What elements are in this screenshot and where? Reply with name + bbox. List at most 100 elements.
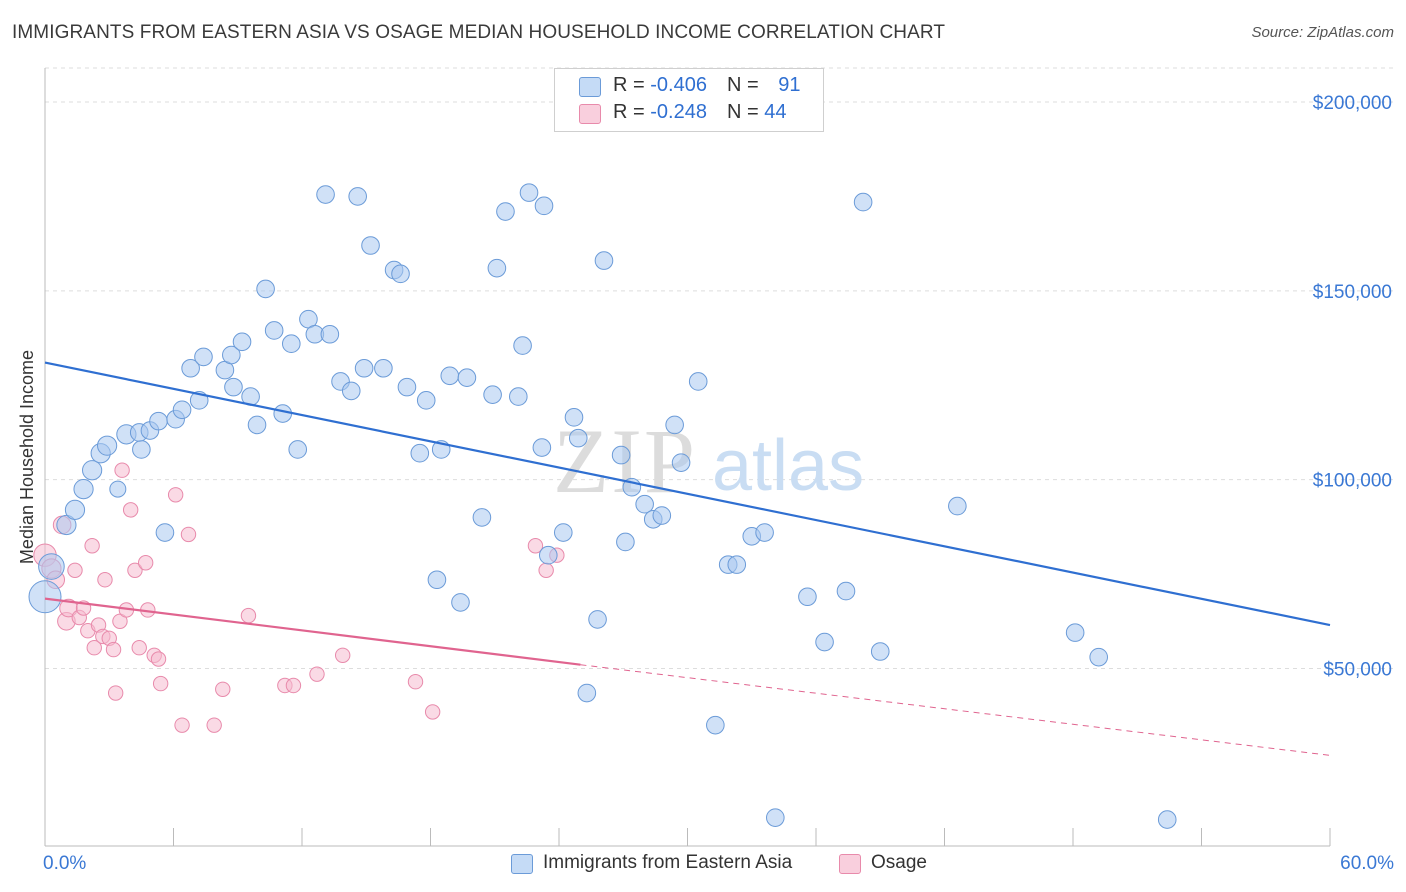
eastern-asia-point-19 <box>194 347 213 367</box>
osage-point-6 <box>67 562 83 579</box>
eastern-asia-point-52 <box>483 385 502 404</box>
osage-point-33 <box>215 681 231 697</box>
osage-point-39 <box>407 674 424 690</box>
osage-point-19 <box>114 462 130 478</box>
osage-point-41 <box>527 538 544 554</box>
osage-point-27 <box>150 651 167 667</box>
eastern-asia-point-81 <box>766 808 785 827</box>
eastern-asia-point-90 <box>1157 810 1177 829</box>
osage-point-24 <box>137 555 154 571</box>
legend-text-eastern-asia: R = -0.406 N = 91 <box>613 74 801 96</box>
legend-text-osage: R = -0.248 N = 44 <box>613 101 787 123</box>
eastern-asia-point-48 <box>440 366 460 386</box>
eastern-asia-trend-line <box>44 361 1331 627</box>
eastern-asia-point-83 <box>815 632 834 652</box>
eastern-asia-point-57 <box>519 183 539 202</box>
watermark-atlas: atlas <box>712 426 864 506</box>
eastern-asia-point-80 <box>755 523 774 542</box>
eastern-asia-point-53 <box>487 258 507 278</box>
eastern-asia-point-45 <box>416 391 436 410</box>
osage-point-30 <box>174 717 190 733</box>
correlation-legend: R = -0.406 N = 91 R = -0.248 N = 44 <box>554 68 824 132</box>
gridlines <box>45 67 1395 669</box>
eastern-asia-point-78 <box>727 555 747 574</box>
osage-point-22 <box>127 562 143 579</box>
axis-labels: Median Household Income <box>17 350 37 564</box>
eastern-asia-point-67 <box>611 445 631 465</box>
eastern-asia-point-55 <box>509 387 528 406</box>
eastern-asia-point-40 <box>374 358 393 378</box>
osage-point-36 <box>285 677 302 694</box>
osage-point-16 <box>105 641 122 658</box>
bottom-legend-label-osage: Osage <box>871 852 927 873</box>
osage-points <box>33 462 565 733</box>
eastern-asia-point-74 <box>671 453 691 472</box>
source-credit: Source: ZipAtlas.com <box>1251 24 1394 41</box>
eastern-asia-point-28 <box>273 404 293 423</box>
osage-point-28 <box>152 675 169 692</box>
eastern-asia-point-58 <box>532 438 552 457</box>
legend-swatch-pink <box>579 104 601 124</box>
eastern-asia-point-76 <box>706 715 725 735</box>
osage-trend-extension <box>580 664 1331 756</box>
eastern-asia-point-3 <box>64 499 86 520</box>
x-tick-label-1: 60.0% <box>1340 853 1394 874</box>
eastern-asia-point-85 <box>853 192 873 212</box>
eastern-asia-point-63 <box>568 428 588 448</box>
eastern-asia-point-61 <box>553 523 573 542</box>
bottom-legend-swatch-blue <box>511 854 533 874</box>
eastern-asia-point-26 <box>256 279 275 299</box>
eastern-asia-point-46 <box>427 570 447 590</box>
osage-point-23 <box>131 640 147 656</box>
eastern-asia-point-68 <box>616 532 635 552</box>
eastern-asia-point-50 <box>457 368 477 387</box>
eastern-asia-point-22 <box>224 377 243 397</box>
eastern-asia-point-16 <box>172 400 192 420</box>
osage-point-31 <box>180 526 197 543</box>
y-tick-label-3: $200,000 <box>1313 93 1392 114</box>
eastern-asia-point-2 <box>56 514 77 536</box>
eastern-asia-point-10 <box>132 440 151 459</box>
eastern-asia-point-89 <box>1089 647 1108 667</box>
eastern-asia-point-43 <box>397 377 417 397</box>
eastern-asia-point-66 <box>594 251 614 270</box>
eastern-asia-point-87 <box>948 496 967 516</box>
eastern-asia-point-86 <box>870 642 890 661</box>
eastern-asia-point-14 <box>155 523 175 542</box>
eastern-asia-point-0 <box>28 580 62 614</box>
eastern-asia-point-88 <box>1065 623 1085 642</box>
eastern-asia-point-30 <box>288 440 308 459</box>
eastern-asia-point-33 <box>320 324 340 344</box>
eastern-asia-point-59 <box>534 196 554 216</box>
legend-swatch-blue <box>579 77 601 97</box>
y-tick-label-1: $100,000 <box>1313 471 1392 492</box>
eastern-asia-point-72 <box>652 506 672 525</box>
osage-point-37 <box>309 666 325 682</box>
osage-point-34 <box>240 607 257 624</box>
eastern-asia-point-29 <box>281 334 301 353</box>
eastern-asia-point-37 <box>348 187 367 206</box>
eastern-asia-point-54 <box>496 202 515 221</box>
osage-trend-line <box>44 597 581 666</box>
bottom-legend-label-eastern-asia: Immigrants from Eastern Asia <box>543 852 793 873</box>
chart-title: IMMIGRANTS FROM EASTERN ASIA VS OSAGE ME… <box>12 22 946 43</box>
eastern-asia-point-7 <box>97 435 118 456</box>
eastern-asia-point-1 <box>38 553 65 580</box>
osage-point-38 <box>334 647 351 663</box>
eastern-asia-point-75 <box>688 372 708 391</box>
eastern-asia-point-21 <box>222 345 241 365</box>
eastern-asia-point-56 <box>513 336 532 355</box>
y-tick-label-2: $150,000 <box>1313 282 1392 303</box>
osage-point-29 <box>167 487 184 503</box>
eastern-asia-point-62 <box>564 408 584 427</box>
x-tick-label-0: 0.0% <box>43 853 86 874</box>
eastern-asia-point-17 <box>181 358 200 378</box>
eastern-asia-point-49 <box>451 593 470 612</box>
eastern-asia-point-23 <box>232 332 252 352</box>
y-axis-label: Median Household Income <box>17 350 37 564</box>
osage-point-42 <box>538 562 554 579</box>
osage-point-14 <box>97 572 113 588</box>
eastern-asia-point-44 <box>410 443 430 463</box>
y-tick-label-0: $50,000 <box>1323 659 1392 680</box>
